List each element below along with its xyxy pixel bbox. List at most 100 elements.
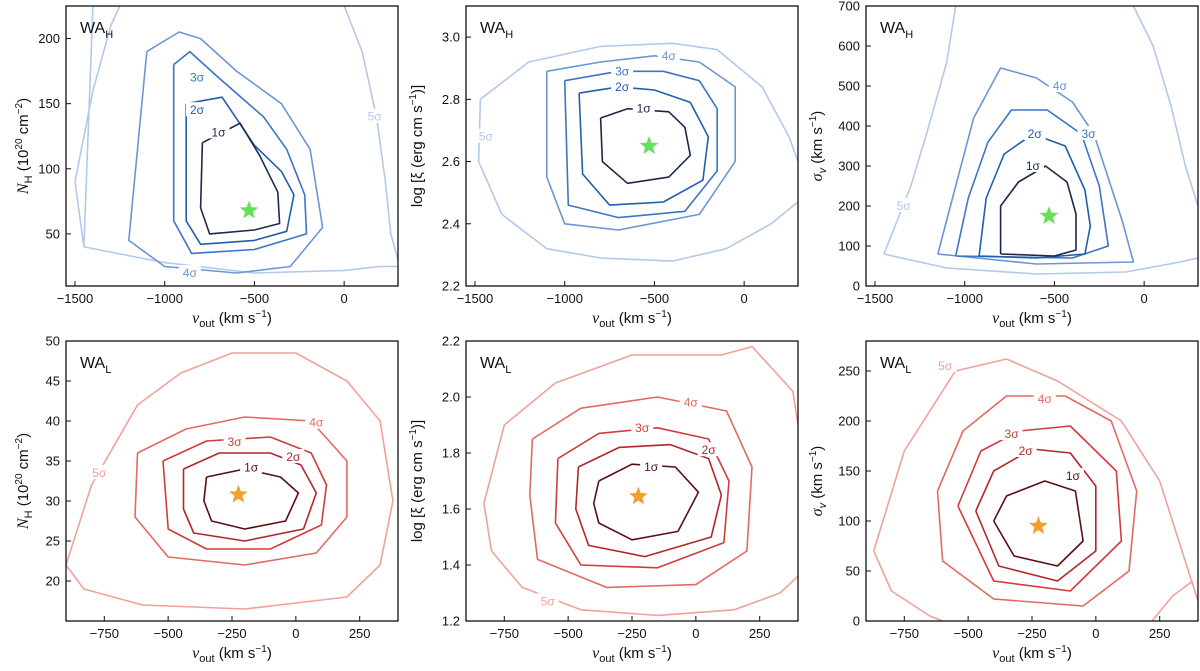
contour-3sigma xyxy=(954,109,1110,259)
y-tick-label: 200 xyxy=(838,414,860,429)
panel-tag: WAH xyxy=(480,20,513,41)
y-tick-label: 400 xyxy=(838,119,860,134)
y-tick-label: 150 xyxy=(838,464,860,479)
x-axis-label: vout (km s−1) xyxy=(592,644,672,665)
x-axis-label: vout (km s−1) xyxy=(192,644,272,665)
contour-label-background xyxy=(1033,391,1056,405)
axes-frame xyxy=(65,5,399,287)
y-axis-label: σv (km s−1) xyxy=(808,446,829,517)
y-axis-label: NH (1020 cm−2) xyxy=(14,98,35,195)
y-tick-label: 2.8 xyxy=(442,92,460,107)
y-tick-label: 600 xyxy=(838,39,860,54)
panel-1: 5σ 4σ 3σ 2σ 1σ −1500 −1000 −500 0 50 100 150 200 WAH v… xyxy=(14,5,399,330)
panel-6: 5σ 4σ 3σ 2σ 1σ −750 −500 −250 0 250 0 50 100 150 200 25… xyxy=(808,340,1199,665)
contour-label-1sigma: 1σ xyxy=(1026,159,1041,173)
contour-label-5sigma: 5σ xyxy=(938,359,953,373)
contour-label-3sigma: 3σ xyxy=(1005,427,1020,441)
contour-4sigma xyxy=(128,31,324,274)
contour-label-background xyxy=(536,593,559,608)
x-tick-label: 0 xyxy=(692,626,699,641)
x-tick-label: −250 xyxy=(617,626,646,641)
y-axis-label: NH (1020 cm−2) xyxy=(14,433,35,530)
best-fit-star xyxy=(639,136,659,154)
contour-5sigma xyxy=(66,352,394,610)
plot-area: 5σ 4σ 3σ 2σ 1σ xyxy=(74,6,398,280)
contour-2sigma xyxy=(978,133,1092,259)
contour-1sigma xyxy=(592,463,700,541)
y-tick-label: 20 xyxy=(46,574,60,589)
contour-5sigma xyxy=(74,6,121,248)
best-fit-star xyxy=(628,486,648,505)
y-tick-label: 35 xyxy=(46,454,60,469)
contour-label-3sigma: 3σ xyxy=(615,64,630,78)
contour-label-background xyxy=(892,198,915,212)
axes-frame xyxy=(465,5,799,287)
contour-label-4sigma: 4σ xyxy=(684,396,699,410)
contour-3sigma xyxy=(554,427,730,569)
x-tick-label: 250 xyxy=(749,626,771,641)
contour-2sigma xyxy=(578,86,710,206)
contour-4sigma xyxy=(936,395,1138,607)
y-tick-label: 1.4 xyxy=(442,558,460,573)
contour-label-3sigma: 3σ xyxy=(228,435,243,449)
x-tick-label: −1500 xyxy=(857,291,894,306)
contour-label-5sigma: 5σ xyxy=(479,130,494,144)
y-tick-label: 100 xyxy=(838,514,860,529)
contour-label-background xyxy=(1000,426,1023,440)
contour-label-4sigma: 4σ xyxy=(1053,79,1068,93)
y-tick-label: 250 xyxy=(838,364,860,379)
contour-label-1sigma: 1σ xyxy=(244,460,259,474)
contour-label-5sigma: 5σ xyxy=(897,199,912,213)
contour-5sigma-segment-1 xyxy=(883,253,1198,275)
x-tick-label: −750 xyxy=(90,626,119,641)
plot-area: 5σ 4σ 3σ 2σ 1σ xyxy=(474,42,798,262)
contour-5sigma-segment-1 xyxy=(483,503,798,617)
contour-label-background xyxy=(697,442,720,457)
x-axis-label: vout (km s−1) xyxy=(992,644,1072,665)
contour-5sigma-segment-1 xyxy=(872,550,943,621)
contour-label-5sigma: 5σ xyxy=(368,110,383,124)
contour-5sigma-segment-2 xyxy=(1151,580,1194,621)
y-tick-label: 3.0 xyxy=(442,30,460,45)
panel-tag: WAL xyxy=(480,355,511,376)
x-tick-label: 0 xyxy=(341,291,348,306)
panel-4: 5σ 4σ 3σ 2σ 1σ −750 −500 −250 0 250 20 25 30 35 40 45 50… xyxy=(14,334,399,665)
contour-4sigma xyxy=(134,416,348,566)
x-tick-label: −1000 xyxy=(946,291,983,306)
contour-2sigma xyxy=(975,448,1097,582)
contour-label-5sigma: 5σ xyxy=(92,466,107,480)
y-tick-label: 2.6 xyxy=(442,154,460,169)
x-tick-label: 0 xyxy=(1141,291,1148,306)
x-tick-label: −500 xyxy=(240,291,269,306)
contour-label-4sigma: 4σ xyxy=(662,49,677,63)
panel-2: 5σ 4σ 3σ 2σ 1σ −1500 −1000 −500 0 2.2 2.4 2.6 2.8 3.0… xyxy=(408,5,799,330)
contour-label-background xyxy=(186,102,209,117)
plot-area: 5σ 4σ 3σ 2σ 1σ xyxy=(483,345,798,617)
contour-label-background xyxy=(474,128,497,143)
contour-label-4sigma: 4σ xyxy=(183,266,198,280)
panel-tag: WAH xyxy=(880,20,913,41)
y-tick-label: 45 xyxy=(46,374,60,389)
x-tick-label: −500 xyxy=(954,626,983,641)
axes-frame xyxy=(865,5,1199,287)
contour-label-3sigma: 3σ xyxy=(1081,127,1096,141)
contour-label-background xyxy=(207,124,230,139)
x-tick-label: −1000 xyxy=(546,291,583,306)
contour-1sigma xyxy=(199,122,281,235)
panel-3: 5σ 4σ 3σ 2σ 1σ −1500 −1000 −500 0 0 100 200 300 400 50… xyxy=(808,0,1199,330)
contour-3sigma xyxy=(172,50,308,255)
contour-label-background xyxy=(657,47,680,62)
y-axis-label: σv (km s−1) xyxy=(808,111,829,182)
contour-label-4sigma: 4σ xyxy=(309,416,324,430)
x-tick-label: −250 xyxy=(217,626,246,641)
contour-label-background xyxy=(1077,126,1100,140)
contour-1sigma xyxy=(999,165,1077,257)
contour-5sigma xyxy=(872,358,1198,602)
contour-2sigma xyxy=(182,452,318,542)
contour-5sigma-segment-1 xyxy=(83,246,398,274)
x-tick-label: −1000 xyxy=(146,291,183,306)
contour-label-5sigma: 5σ xyxy=(541,594,556,608)
contour-label-3sigma: 3σ xyxy=(635,421,650,435)
contour-4sigma xyxy=(937,67,1135,265)
contour-label-1sigma: 1σ xyxy=(211,125,226,139)
